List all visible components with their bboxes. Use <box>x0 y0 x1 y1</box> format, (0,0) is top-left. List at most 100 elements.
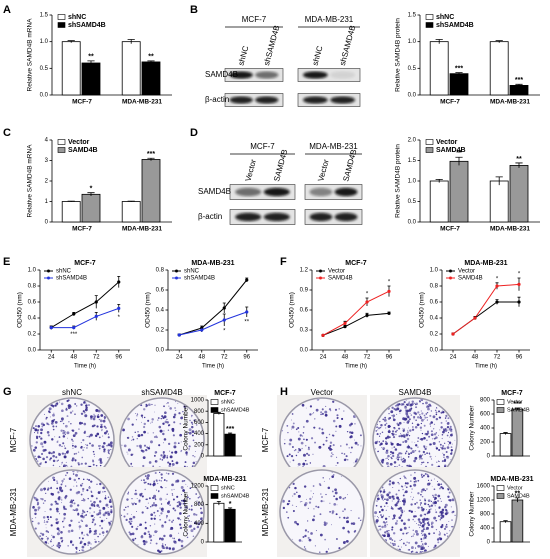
colony <box>424 453 426 456</box>
colony <box>98 506 101 509</box>
colony <box>46 431 50 434</box>
colony <box>161 486 163 489</box>
colony <box>166 493 168 495</box>
colony <box>136 445 138 447</box>
colony <box>432 494 434 496</box>
colony <box>131 513 133 515</box>
colony <box>45 492 47 494</box>
colony <box>386 457 388 459</box>
series-line <box>179 279 248 336</box>
colony <box>438 416 441 419</box>
plate-colonies <box>374 471 456 553</box>
colony <box>421 476 424 478</box>
colony <box>350 451 352 454</box>
colony <box>437 494 441 498</box>
legend-marker <box>319 276 322 280</box>
colony <box>292 495 294 497</box>
colony <box>72 443 74 445</box>
colony <box>179 433 183 437</box>
colony <box>191 434 194 437</box>
colony <box>334 491 338 495</box>
colony <box>82 487 85 491</box>
colony <box>100 519 104 523</box>
colony <box>164 420 168 424</box>
y-axis-label: Relative SAMD4B protein <box>395 18 402 92</box>
colony <box>440 500 442 502</box>
colony <box>346 520 350 524</box>
colony <box>294 486 297 490</box>
series-point <box>117 280 121 284</box>
colony <box>136 413 139 415</box>
error-bar <box>435 178 443 183</box>
colony <box>90 503 94 507</box>
series-point <box>321 333 325 337</box>
colony <box>329 441 333 444</box>
colony <box>385 422 388 425</box>
colony <box>81 537 84 540</box>
colony <box>428 505 431 508</box>
colony <box>376 497 380 501</box>
blot-column-label: MCF-7 <box>250 142 275 151</box>
colony <box>392 497 395 500</box>
error-bar <box>515 497 520 503</box>
colony <box>143 481 146 484</box>
colony <box>191 425 194 429</box>
colony <box>408 418 411 421</box>
colony <box>86 447 88 449</box>
colony <box>131 532 135 536</box>
colony <box>383 489 385 491</box>
blot-band <box>229 71 253 79</box>
colony <box>88 479 91 482</box>
colony <box>396 413 398 415</box>
colony <box>143 444 147 447</box>
colony <box>178 532 180 534</box>
x-tick-label: MCF-7 <box>440 226 460 233</box>
colony <box>48 451 51 455</box>
legend-swatch <box>210 407 219 413</box>
colony <box>428 404 429 406</box>
colony <box>289 461 291 463</box>
colony <box>159 537 162 540</box>
colony <box>424 499 427 502</box>
colony <box>291 428 293 430</box>
colony <box>85 406 88 410</box>
colony <box>83 542 87 546</box>
series-point <box>343 321 347 325</box>
colony <box>188 445 191 448</box>
colony <box>146 446 149 449</box>
colony <box>423 538 425 540</box>
colony <box>444 464 447 467</box>
colony <box>295 454 298 457</box>
colony <box>379 492 381 494</box>
colony <box>171 462 175 466</box>
colony <box>379 514 383 517</box>
colony <box>37 424 41 428</box>
colony <box>51 545 53 547</box>
legend-swatch <box>57 139 66 145</box>
colony <box>148 461 152 464</box>
colony <box>408 456 410 458</box>
colony <box>391 526 394 529</box>
series-point <box>49 326 53 330</box>
colony <box>387 454 390 458</box>
colony <box>182 410 184 413</box>
colony <box>440 486 443 489</box>
colony <box>419 416 423 420</box>
colony <box>378 441 381 443</box>
significance-label: * <box>223 329 226 335</box>
legend-label: Vector <box>458 269 475 275</box>
legend-swatch <box>496 399 505 405</box>
colony <box>58 529 61 532</box>
y-tick-label: 0 <box>201 540 205 546</box>
bar <box>429 41 449 96</box>
colony <box>382 515 384 518</box>
colony <box>97 535 99 538</box>
colony <box>435 436 438 439</box>
legend-swatch <box>210 485 219 491</box>
colony <box>411 428 415 431</box>
colony <box>382 440 384 442</box>
colony <box>345 455 348 458</box>
y-tick-label: 200 <box>194 442 205 448</box>
colony <box>144 540 148 544</box>
y-tick-label: 0.0 <box>28 348 37 354</box>
